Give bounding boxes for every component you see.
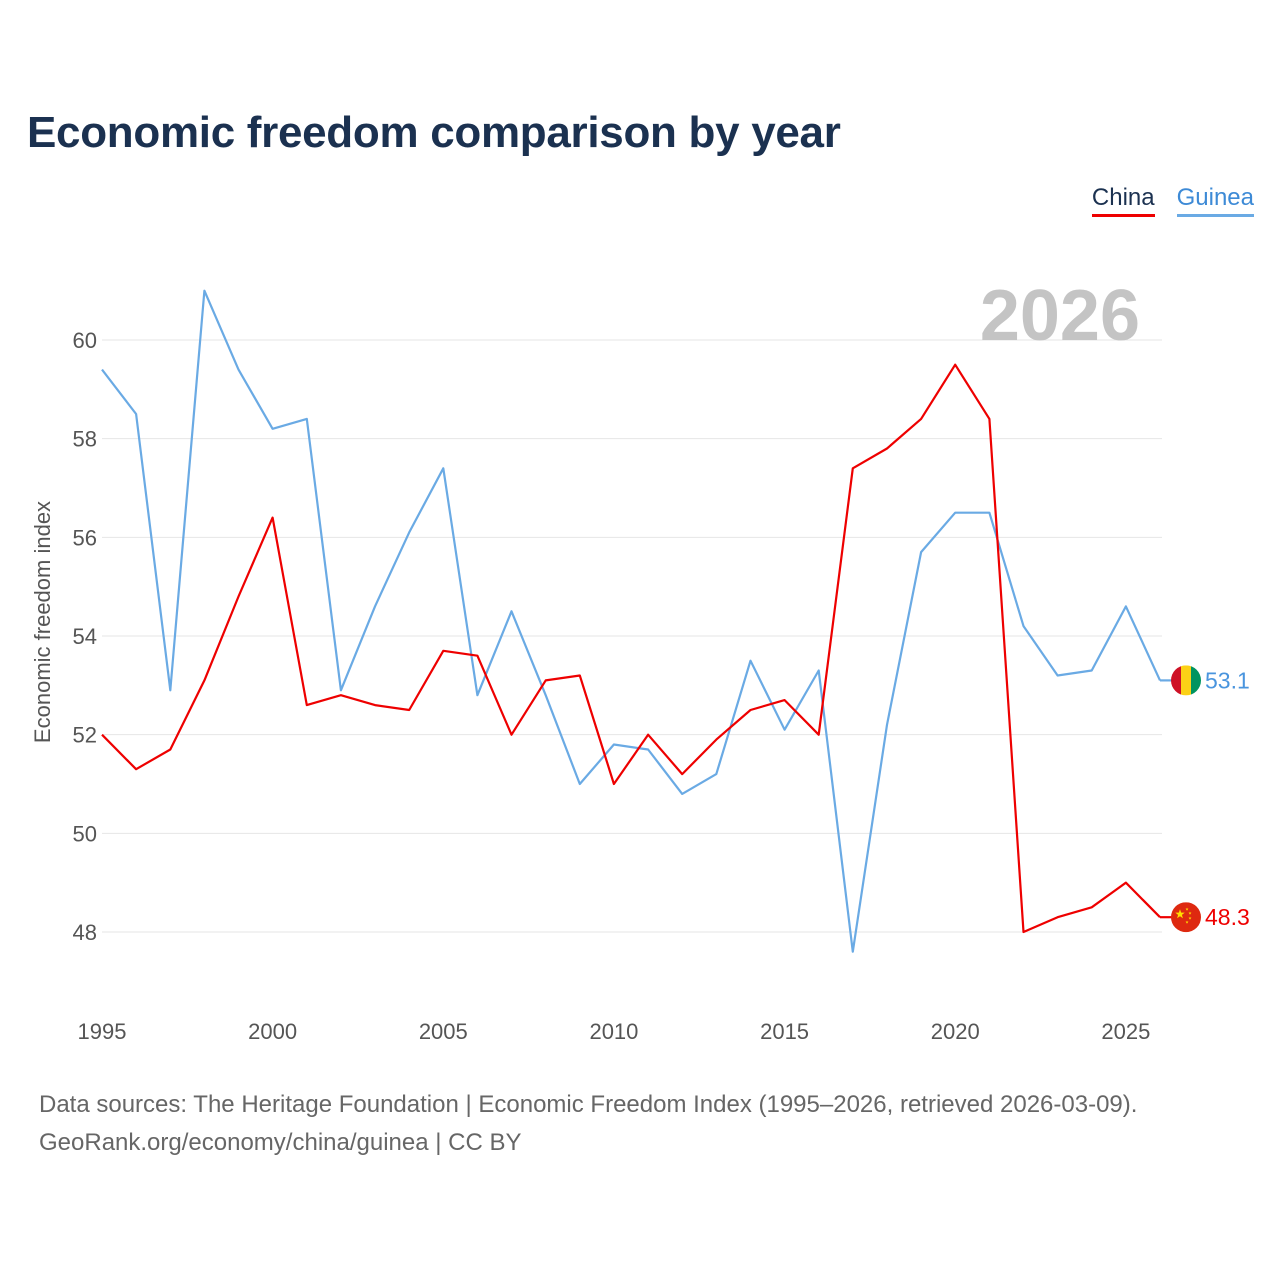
y-axis: 48 50 52 54 56 58 60: [73, 328, 97, 945]
guinea-flag-icon: [1171, 665, 1201, 696]
x-tick-label: 2010: [589, 1019, 638, 1044]
year-watermark: 2026: [980, 276, 1140, 356]
series-line-guinea[interactable]: [101, 289, 1161, 953]
series-line-china[interactable]: [101, 363, 1161, 934]
credit-text: GeoRank.org/economy/china/guinea | CC BY: [39, 1129, 522, 1156]
data-sources-text: Data sources: The Heritage Foundation | …: [39, 1091, 1138, 1118]
legend-item-guinea[interactable]: Guinea: [1176, 184, 1254, 217]
x-tick-label: 2025: [1101, 1019, 1150, 1044]
x-tick-label: 2020: [931, 1019, 980, 1044]
y-tick-label: 56: [73, 525, 97, 550]
footer: Data sources: The Heritage Foundation | …: [39, 1086, 1137, 1162]
series: [101, 289, 1161, 953]
x-tick-label: 2005: [419, 1019, 468, 1044]
y-tick-label: 60: [73, 328, 97, 353]
x-tick-label: 2000: [248, 1019, 297, 1044]
y-axis-label: Economic freedom index: [30, 501, 55, 743]
y-tick-label: 54: [73, 624, 97, 649]
end-labels: 48.3 53.1: [1160, 665, 1250, 933]
end-value-label-guinea: 53.1: [1205, 667, 1250, 693]
y-tick-label: 58: [73, 427, 97, 452]
china-flag-icon: [1171, 902, 1201, 933]
x-tick-label: 2015: [760, 1019, 809, 1044]
legend: China Guinea: [1091, 184, 1254, 217]
y-tick-label: 50: [73, 821, 97, 846]
x-axis: 1995 2000 2005 2010 2015 2020 2025: [78, 1019, 1151, 1044]
legend-item-china[interactable]: China: [1091, 184, 1155, 217]
y-tick-label: 48: [73, 920, 97, 945]
end-value-label-china: 48.3: [1205, 904, 1250, 930]
y-tick-label: 52: [73, 723, 97, 748]
grid: [102, 339, 1162, 933]
x-tick-label: 1995: [78, 1019, 127, 1044]
chart-title: Economic freedom comparison by year: [27, 108, 841, 157]
